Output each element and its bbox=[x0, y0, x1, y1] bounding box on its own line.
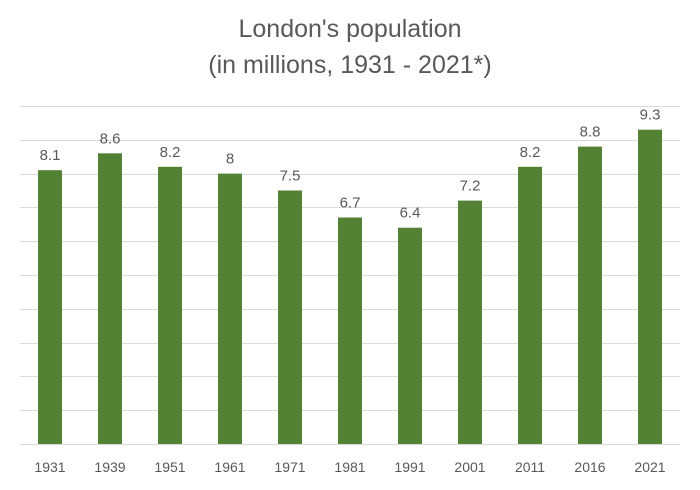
bar-1991 bbox=[398, 227, 422, 444]
bar-1981 bbox=[338, 217, 362, 444]
bar-1951 bbox=[158, 166, 182, 445]
x-tick-label: 1939 bbox=[94, 459, 125, 475]
bar-2011 bbox=[518, 166, 542, 445]
x-tick-label: 1981 bbox=[334, 459, 365, 475]
bars bbox=[38, 129, 662, 445]
data-label: 9.3 bbox=[640, 107, 661, 124]
data-label: 6.7 bbox=[340, 195, 361, 212]
data-label: 6.4 bbox=[400, 205, 421, 222]
chart-subtitle: (in millions, 1931 - 2021*) bbox=[208, 51, 492, 79]
bar-2021 bbox=[638, 129, 662, 444]
x-tick-label: 2011 bbox=[515, 459, 545, 475]
data-label: 8.8 bbox=[580, 124, 601, 141]
data-label: 8.2 bbox=[520, 144, 541, 161]
x-tick-label: 1971 bbox=[274, 459, 305, 475]
data-labels: 8.1 8.6 8.2 8 7.5 6.7 6.4 7.2 8.2 8.8 9.3 bbox=[40, 107, 661, 222]
chart-title: London's population bbox=[238, 15, 462, 43]
data-label: 8.2 bbox=[160, 144, 181, 161]
x-tick-label: 1991 bbox=[394, 459, 425, 475]
data-label: 8.1 bbox=[40, 147, 61, 164]
bar-1931 bbox=[38, 170, 62, 444]
bar-2001 bbox=[458, 200, 482, 444]
x-axis-labels: 1931 1939 1951 1961 1971 1981 1991 2001 2011 2016… bbox=[34, 459, 665, 475]
data-label: 7.2 bbox=[460, 178, 481, 195]
x-tick-label: 1961 bbox=[214, 459, 245, 475]
x-tick-label: 2001 bbox=[454, 459, 485, 475]
bar-2016 bbox=[578, 146, 602, 444]
x-tick-label: 1931 bbox=[34, 459, 65, 475]
x-tick-label: 1951 bbox=[154, 459, 185, 475]
data-label: 7.5 bbox=[280, 168, 301, 185]
data-label: 8.6 bbox=[100, 130, 121, 147]
bar-1961 bbox=[218, 173, 242, 444]
x-tick-label: 2016 bbox=[574, 459, 605, 475]
bar-1939 bbox=[98, 153, 122, 445]
bar-1971 bbox=[278, 190, 302, 444]
data-label: 8 bbox=[226, 151, 234, 168]
x-tick-label: 2021 bbox=[634, 459, 665, 475]
